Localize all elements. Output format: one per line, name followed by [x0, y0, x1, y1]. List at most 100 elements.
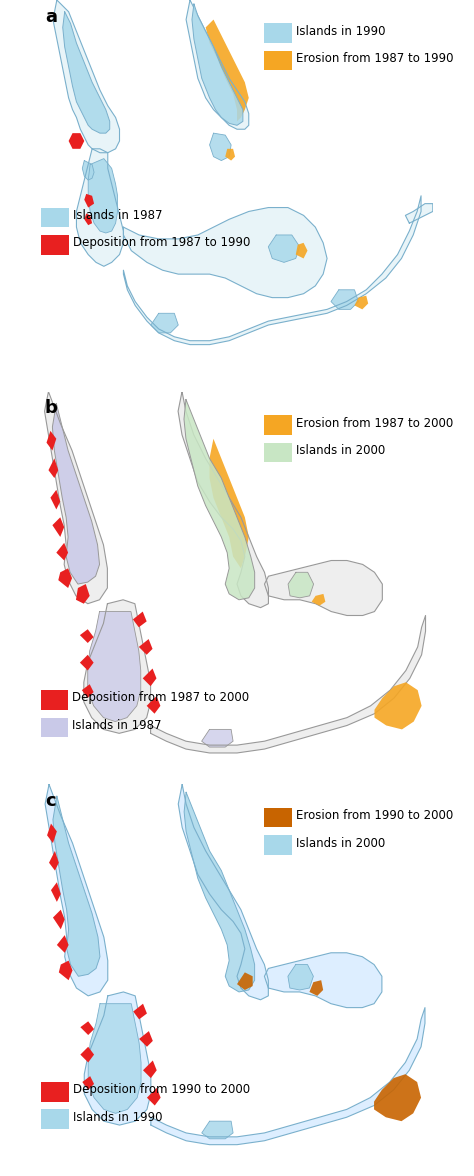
Polygon shape: [69, 133, 84, 149]
Polygon shape: [147, 1088, 161, 1105]
Polygon shape: [88, 159, 118, 233]
FancyBboxPatch shape: [41, 1109, 69, 1129]
Polygon shape: [45, 784, 108, 996]
Polygon shape: [264, 953, 382, 1008]
Polygon shape: [84, 991, 151, 1125]
Text: Erosion from 1990 to 2000: Erosion from 1990 to 2000: [296, 809, 453, 822]
Polygon shape: [268, 235, 300, 262]
Polygon shape: [146, 696, 160, 714]
Polygon shape: [53, 910, 64, 929]
Polygon shape: [264, 561, 383, 615]
Polygon shape: [288, 964, 313, 990]
Polygon shape: [184, 793, 255, 991]
Polygon shape: [186, 0, 249, 129]
Polygon shape: [76, 149, 123, 266]
Polygon shape: [46, 430, 56, 450]
Polygon shape: [192, 4, 243, 126]
FancyBboxPatch shape: [41, 235, 69, 254]
Text: Deposition from 1987 to 1990: Deposition from 1987 to 1990: [73, 236, 250, 249]
Polygon shape: [151, 615, 426, 753]
Polygon shape: [123, 195, 421, 345]
Text: b: b: [45, 400, 57, 417]
Polygon shape: [81, 1047, 94, 1062]
Polygon shape: [47, 823, 57, 843]
Polygon shape: [84, 194, 94, 207]
FancyBboxPatch shape: [264, 835, 292, 855]
Text: Erosion from 1987 to 2000: Erosion from 1987 to 2000: [296, 416, 453, 429]
Polygon shape: [76, 584, 90, 603]
Polygon shape: [53, 796, 100, 976]
Polygon shape: [151, 1008, 425, 1144]
Polygon shape: [49, 851, 59, 870]
Polygon shape: [45, 392, 108, 603]
Polygon shape: [84, 213, 92, 225]
Polygon shape: [296, 242, 308, 259]
Text: Deposition from 1990 to 2000: Deposition from 1990 to 2000: [73, 1083, 250, 1096]
Text: c: c: [45, 793, 56, 810]
Polygon shape: [80, 629, 94, 643]
FancyBboxPatch shape: [264, 51, 292, 71]
Polygon shape: [202, 1121, 233, 1138]
FancyBboxPatch shape: [264, 808, 292, 828]
Polygon shape: [139, 1031, 153, 1047]
Polygon shape: [84, 600, 151, 734]
Text: Islands in 1987: Islands in 1987: [72, 719, 162, 731]
Polygon shape: [88, 612, 141, 722]
Polygon shape: [48, 459, 58, 477]
Text: Islands in 1990: Islands in 1990: [73, 1111, 162, 1124]
Text: Islands in 1987: Islands in 1987: [73, 209, 162, 222]
Polygon shape: [225, 149, 235, 161]
Polygon shape: [80, 655, 94, 670]
Polygon shape: [56, 543, 68, 561]
Polygon shape: [184, 400, 255, 600]
Polygon shape: [405, 203, 433, 223]
Polygon shape: [288, 573, 314, 597]
Polygon shape: [53, 403, 100, 584]
Text: Erosion from 1987 to 1990: Erosion from 1987 to 1990: [296, 52, 453, 65]
Polygon shape: [201, 729, 233, 747]
Polygon shape: [133, 1003, 147, 1020]
FancyBboxPatch shape: [264, 442, 292, 462]
Polygon shape: [88, 1003, 141, 1114]
Polygon shape: [81, 1021, 94, 1035]
Polygon shape: [57, 935, 69, 953]
Polygon shape: [51, 882, 61, 902]
Text: Islands in 2000: Islands in 2000: [296, 836, 385, 849]
Polygon shape: [237, 973, 253, 990]
Polygon shape: [178, 392, 268, 608]
FancyBboxPatch shape: [41, 1082, 69, 1102]
FancyBboxPatch shape: [41, 207, 69, 227]
Text: Islands in 2000: Islands in 2000: [296, 445, 385, 457]
Polygon shape: [53, 0, 119, 153]
Polygon shape: [50, 489, 60, 509]
Polygon shape: [210, 439, 249, 568]
Polygon shape: [139, 639, 153, 655]
Text: Deposition from 1987 to 2000: Deposition from 1987 to 2000: [72, 691, 249, 704]
Polygon shape: [206, 20, 249, 121]
Polygon shape: [143, 1061, 157, 1078]
Polygon shape: [310, 981, 323, 996]
Text: a: a: [45, 8, 57, 26]
FancyBboxPatch shape: [41, 690, 68, 710]
Polygon shape: [210, 133, 231, 161]
Polygon shape: [178, 784, 268, 1000]
FancyBboxPatch shape: [264, 415, 292, 435]
Polygon shape: [374, 1074, 421, 1121]
Polygon shape: [123, 207, 327, 298]
Polygon shape: [82, 684, 94, 699]
Polygon shape: [58, 568, 72, 588]
Polygon shape: [311, 594, 325, 606]
FancyBboxPatch shape: [41, 717, 68, 737]
Polygon shape: [355, 295, 368, 309]
Polygon shape: [63, 12, 109, 133]
Polygon shape: [143, 668, 156, 686]
Polygon shape: [59, 961, 73, 981]
Polygon shape: [331, 289, 358, 309]
Polygon shape: [53, 517, 64, 537]
Polygon shape: [82, 161, 94, 180]
Polygon shape: [82, 1076, 94, 1090]
Polygon shape: [374, 682, 421, 729]
Polygon shape: [133, 612, 146, 627]
FancyBboxPatch shape: [264, 24, 292, 44]
Text: Islands in 1990: Islands in 1990: [296, 25, 385, 38]
